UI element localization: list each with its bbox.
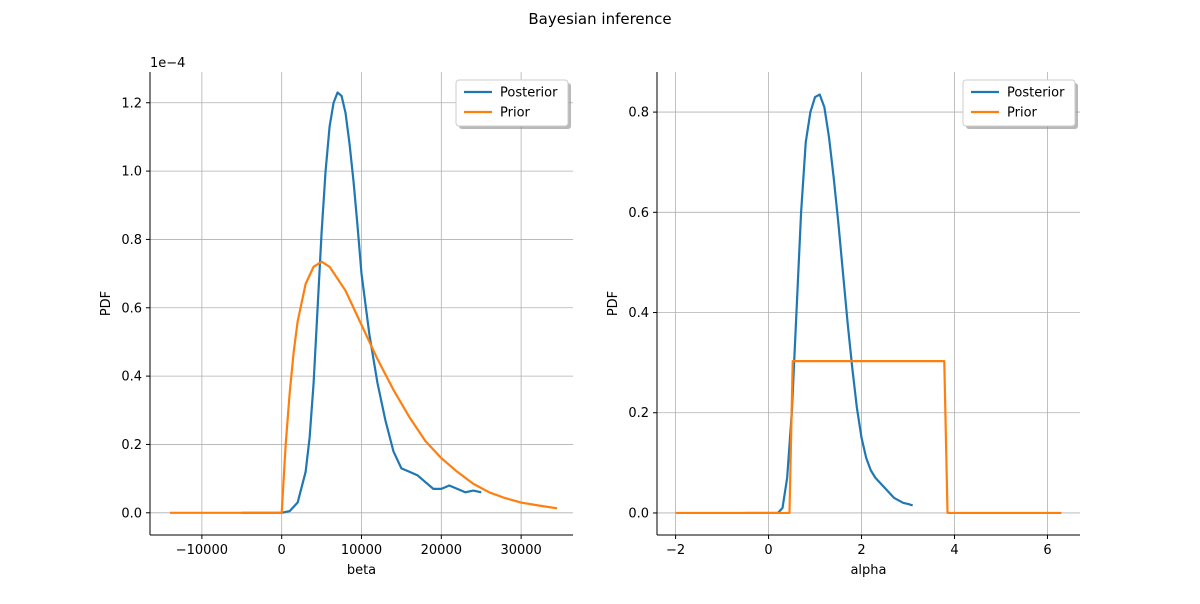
- x-tick-label: 4: [950, 543, 958, 558]
- y-tick-label: 0.6: [628, 206, 649, 221]
- figure-title: Bayesian inference: [528, 10, 671, 28]
- y-axis-label: PDF: [99, 291, 114, 316]
- x-tick-label: −10000: [176, 543, 228, 558]
- y-axis-label: PDF: [606, 291, 621, 316]
- x-tick-label: 2: [857, 543, 865, 558]
- y-tick-label: 1.2: [121, 96, 142, 111]
- series-line-posterior: [241, 91, 482, 514]
- x-tick-label: 20000: [421, 543, 462, 558]
- x-axis-label: beta: [347, 563, 376, 578]
- x-tick-label: 6: [1043, 543, 1051, 558]
- beta-panel: −10000 0 10000 20000 30000 0.0 0.2 0.4 0.6 0.8 1.0…: [99, 56, 573, 578]
- alpha-panel: −2 0 2 4 6 0.0 0.2 0.4 0.6 0.8 alpha PDF Posterior Pr…: [606, 72, 1080, 578]
- y-tick-label: 0.4: [121, 370, 142, 385]
- y-tick-label: 0.2: [628, 406, 649, 421]
- y-tick-label: 0.4: [628, 306, 649, 321]
- y-offset-label: 1e−4: [150, 56, 185, 71]
- series-line-prior: [169, 260, 558, 514]
- y-tick-label: 0.6: [121, 301, 142, 316]
- x-tick-label: 30000: [500, 543, 541, 558]
- x-tick-label: 0: [764, 543, 772, 558]
- y-tick-label: 0.0: [121, 506, 142, 521]
- series-line-prior: [675, 360, 1062, 515]
- y-tick-label: 0.2: [121, 438, 142, 453]
- legend-label-prior: Prior: [500, 106, 531, 121]
- x-tick-label: −2: [666, 543, 685, 558]
- y-tick-label: 0.8: [628, 106, 649, 121]
- x-axis-label: alpha: [850, 563, 886, 578]
- legend-label-prior: Prior: [1007, 106, 1038, 121]
- legend-label-posterior: Posterior: [500, 86, 558, 101]
- series-line-posterior: [745, 93, 913, 515]
- x-tick-label: 0: [278, 543, 286, 558]
- legend-label-posterior: Posterior: [1007, 86, 1065, 101]
- y-tick-label: 1.0: [121, 165, 142, 180]
- y-tick-label: 0.0: [628, 506, 649, 521]
- x-tick-label: 10000: [341, 543, 382, 558]
- y-tick-label: 0.8: [121, 233, 142, 248]
